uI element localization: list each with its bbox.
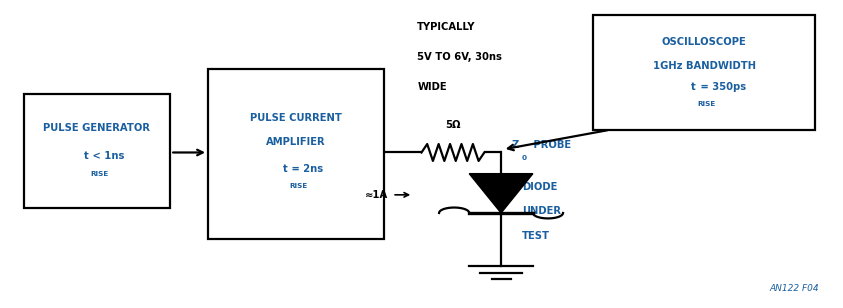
Bar — [24, 94, 170, 209]
Bar — [593, 15, 815, 130]
Text: t: t — [691, 82, 695, 92]
Text: PULSE GENERATOR: PULSE GENERATOR — [44, 123, 151, 133]
Text: WIDE: WIDE — [417, 83, 447, 92]
Text: t: t — [83, 152, 89, 161]
Bar — [208, 69, 384, 239]
Text: = 350ps: = 350ps — [696, 82, 746, 92]
Text: < 1ns: < 1ns — [89, 152, 125, 161]
Text: PROBE: PROBE — [529, 140, 571, 150]
Text: 0: 0 — [522, 155, 527, 161]
Text: OSCILLOSCOPE: OSCILLOSCOPE — [662, 37, 747, 47]
Text: UNDER: UNDER — [522, 206, 561, 217]
Text: AMPLIFIER: AMPLIFIER — [266, 137, 325, 147]
Text: PULSE CURRENT: PULSE CURRENT — [250, 113, 341, 123]
Text: DIODE: DIODE — [522, 182, 557, 192]
Text: RISE: RISE — [289, 183, 308, 189]
Text: Z: Z — [511, 140, 518, 150]
Text: 1GHz BANDWIDTH: 1GHz BANDWIDTH — [652, 61, 755, 71]
Text: 5Ω: 5Ω — [445, 120, 460, 130]
Text: RISE: RISE — [697, 101, 716, 107]
Polygon shape — [470, 174, 533, 213]
Text: AN122 F04: AN122 F04 — [770, 284, 819, 293]
Text: t: t — [282, 164, 287, 173]
Text: TYPICALLY: TYPICALLY — [417, 22, 475, 32]
Text: ≈1A: ≈1A — [365, 190, 388, 200]
Text: TEST: TEST — [522, 231, 550, 241]
Text: 5V TO 6V, 30ns: 5V TO 6V, 30ns — [417, 52, 502, 62]
Text: RISE: RISE — [90, 171, 109, 176]
Text: = 2ns: = 2ns — [288, 164, 324, 173]
